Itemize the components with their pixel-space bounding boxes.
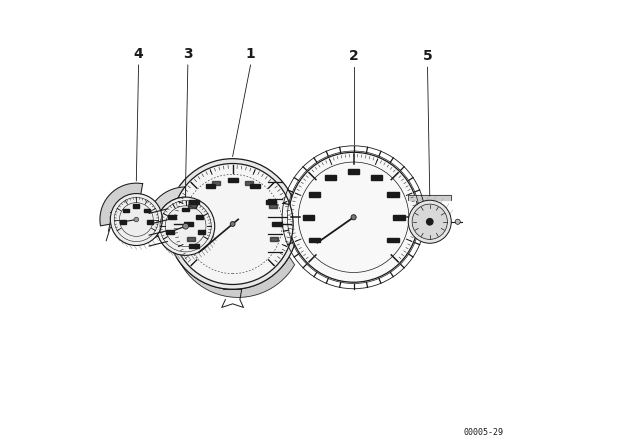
Bar bbox=[188, 204, 196, 208]
Bar bbox=[189, 244, 199, 248]
Bar bbox=[308, 237, 320, 242]
Circle shape bbox=[167, 159, 298, 289]
Bar bbox=[182, 208, 189, 211]
Circle shape bbox=[110, 194, 163, 246]
Circle shape bbox=[182, 224, 189, 229]
Text: 1: 1 bbox=[246, 47, 255, 61]
Circle shape bbox=[157, 197, 215, 255]
Text: 3: 3 bbox=[183, 47, 193, 61]
Text: 5: 5 bbox=[422, 49, 433, 63]
Bar bbox=[348, 169, 359, 174]
Bar bbox=[189, 200, 199, 204]
Bar bbox=[133, 204, 140, 207]
Circle shape bbox=[351, 215, 356, 220]
Circle shape bbox=[289, 152, 419, 282]
Circle shape bbox=[426, 218, 434, 226]
Bar bbox=[166, 230, 173, 234]
Circle shape bbox=[408, 200, 451, 243]
Bar bbox=[144, 209, 150, 212]
Bar bbox=[168, 215, 175, 219]
Text: 2: 2 bbox=[349, 49, 358, 63]
Bar bbox=[187, 237, 195, 241]
Bar bbox=[184, 222, 193, 226]
Bar bbox=[303, 215, 314, 220]
Bar bbox=[245, 181, 253, 185]
Bar bbox=[266, 200, 276, 204]
Bar bbox=[120, 220, 126, 224]
Polygon shape bbox=[100, 183, 143, 226]
Circle shape bbox=[134, 217, 139, 222]
Bar bbox=[272, 222, 282, 226]
Bar bbox=[308, 192, 320, 197]
Text: 4: 4 bbox=[134, 47, 143, 61]
Bar bbox=[212, 181, 220, 185]
Circle shape bbox=[412, 204, 447, 239]
Text: 00005-29: 00005-29 bbox=[463, 428, 504, 437]
Bar bbox=[198, 230, 205, 234]
Polygon shape bbox=[408, 195, 451, 200]
Bar bbox=[228, 177, 237, 182]
Bar bbox=[387, 237, 399, 242]
Bar bbox=[270, 237, 278, 241]
Bar bbox=[387, 192, 399, 197]
Polygon shape bbox=[147, 187, 186, 240]
Bar bbox=[371, 176, 382, 181]
Circle shape bbox=[172, 164, 293, 284]
Circle shape bbox=[230, 222, 235, 226]
Bar bbox=[325, 176, 337, 181]
Circle shape bbox=[455, 219, 460, 224]
Bar bbox=[196, 215, 203, 219]
Bar bbox=[250, 184, 260, 188]
Polygon shape bbox=[172, 246, 294, 297]
Bar bbox=[205, 184, 216, 188]
Bar bbox=[123, 209, 129, 212]
Bar bbox=[269, 204, 277, 208]
Bar bbox=[394, 215, 404, 220]
Bar bbox=[147, 220, 153, 224]
